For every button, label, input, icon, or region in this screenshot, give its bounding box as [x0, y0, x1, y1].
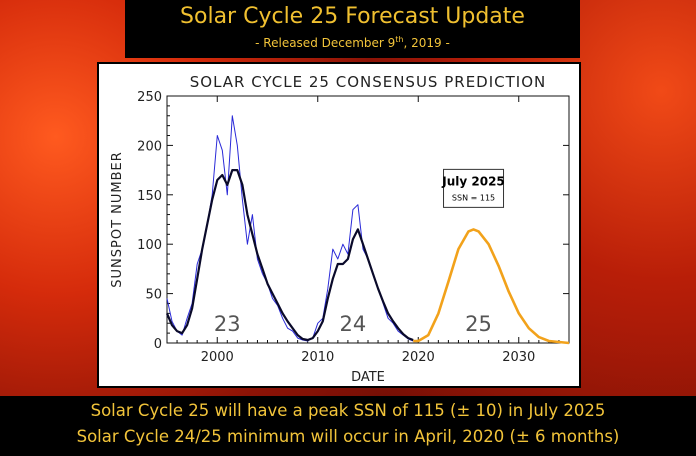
release-date-suffix: , 2019 - — [403, 36, 450, 50]
y-tick-label: 150 — [137, 189, 162, 204]
cycle-number-label: 24 — [340, 312, 367, 336]
peak-callout-box — [443, 168, 505, 208]
peak-callout-title: July 2025 — [441, 174, 505, 188]
cycle-number-label: 23 — [214, 312, 241, 336]
y-tick-label: 0 — [154, 337, 162, 352]
solar-cycle-chart: SOLAR CYCLE 25 CONSENSUS PREDICTION 0 50 10… — [110, 73, 570, 385]
x-tick-label: 2010 — [301, 350, 334, 365]
x-tick-label: 2000 — [201, 350, 234, 365]
release-date-subtitle: - Released December 9th, 2019 - — [125, 31, 580, 52]
chart-panel: SOLAR CYCLE 25 CONSENSUS PREDICTION 0 50 10… — [97, 62, 581, 388]
title-banner: Solar Cycle 25 Forecast Update - Release… — [125, 0, 580, 58]
y-tick-label: 200 — [137, 139, 162, 154]
observed-monthly-line — [166, 115, 414, 342]
cycle-number-label: 25 — [465, 312, 492, 336]
x-tick-label: 2030 — [502, 350, 535, 365]
page-title: Solar Cycle 25 Forecast Update — [180, 4, 525, 29]
y-tick-label: 100 — [137, 238, 162, 253]
cycle-25-prediction-line — [413, 228, 570, 345]
footer-banner: Solar Cycle 25 will have a peak SSN of 1… — [0, 396, 696, 456]
smoothed-line — [165, 168, 414, 342]
chart-title: SOLAR CYCLE 25 CONSENSUS PREDICTION — [190, 73, 546, 91]
y-tick-label: 250 — [137, 90, 162, 105]
y-axis-label: SUNSPOT NUMBER — [110, 151, 125, 288]
peak-callout-value: SSN = 115 — [452, 193, 495, 202]
minimum-forecast-text: Solar Cycle 24/25 minimum will occur in … — [76, 427, 620, 446]
release-date-ordinal: th — [395, 35, 404, 44]
plot-area-frame — [166, 95, 570, 344]
peak-forecast-text: Solar Cycle 25 will have a peak SSN of 1… — [90, 401, 606, 420]
x-tick-label: 2020 — [402, 350, 435, 365]
x-axis-label: DATE — [351, 370, 385, 385]
release-date-prefix: - Released December 9 — [255, 36, 396, 50]
y-tick-label: 50 — [145, 288, 162, 303]
